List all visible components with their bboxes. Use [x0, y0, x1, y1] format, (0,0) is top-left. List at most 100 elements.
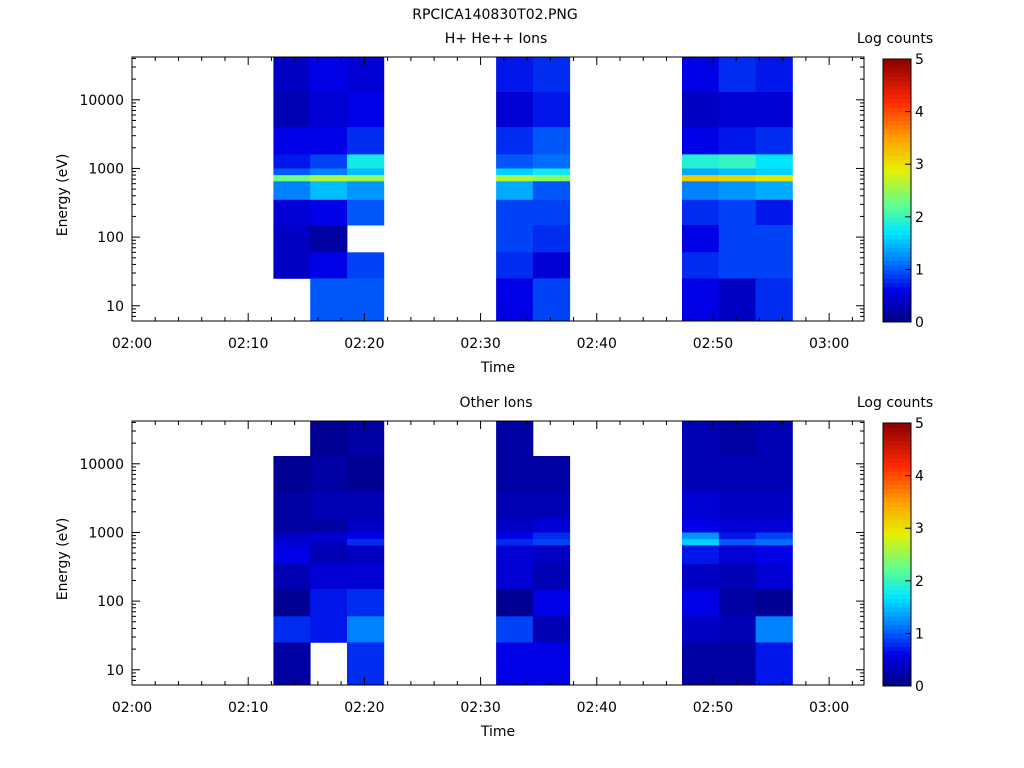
x-tick-label: 02:30	[460, 700, 500, 716]
heatmap-cell	[532, 168, 571, 176]
y-tick-label: 100	[97, 230, 124, 246]
colorbar-segment	[883, 607, 911, 612]
heatmap-cell	[682, 175, 720, 182]
heatmap-cell	[532, 491, 571, 519]
heatmap-cell	[532, 616, 571, 643]
heatmap-cell	[718, 589, 756, 617]
colorbar-segment	[883, 181, 911, 187]
colorbar-segment	[883, 449, 911, 455]
heatmap-cell	[755, 92, 793, 128]
panel-title: Other Ions	[459, 395, 532, 411]
heatmap-cell	[273, 491, 311, 519]
heatmap-cell	[496, 642, 534, 686]
heatmap-cell	[718, 92, 756, 128]
heatmap-cell	[310, 154, 348, 169]
heatmap-cell	[347, 421, 385, 457]
heatmap-cell	[347, 181, 385, 201]
colorbar-segment	[883, 238, 911, 244]
heatmap-cell	[273, 92, 311, 128]
heatmap-cell	[496, 181, 534, 201]
heatmap-cell	[532, 532, 571, 540]
colorbar-segment	[883, 567, 911, 573]
heatmap-cell	[755, 532, 793, 540]
colorbar-segment	[883, 102, 911, 108]
colorbar-segment	[883, 308, 911, 314]
colorbar-segment	[883, 633, 911, 639]
colorbar-segment	[883, 137, 911, 143]
y-tick-label: 10	[106, 663, 124, 679]
x-tick-label: 03:00	[809, 700, 849, 716]
y-axis-label: Energy (eV)	[55, 518, 71, 601]
colorbar-segment	[883, 681, 911, 687]
heatmap-cell	[532, 545, 571, 565]
heatmap-cell	[682, 545, 720, 565]
heatmap-cell	[273, 642, 311, 686]
colorbar-segment	[883, 506, 911, 512]
heatmap-cell	[532, 252, 571, 279]
heatmap-cell	[496, 225, 534, 253]
colorbar-tick-label: 0	[915, 315, 924, 331]
heatmap-cell	[532, 278, 571, 322]
x-tick-label: 02:20	[344, 700, 384, 716]
x-tick-label: 02:50	[693, 336, 733, 352]
heatmap-cell	[718, 545, 756, 565]
heatmap-cell	[273, 168, 311, 176]
colorbar-segment	[883, 155, 911, 161]
heatmap-cell	[755, 181, 793, 201]
colorbar-tick-label: 0	[915, 679, 924, 695]
heatmap-cell	[496, 589, 534, 617]
heatmap-cell	[532, 589, 571, 617]
heatmap-cell	[532, 127, 571, 155]
heatmap-cell	[755, 127, 793, 155]
colorbar-segment	[883, 672, 911, 678]
heatmap-cell	[532, 225, 571, 253]
heatmap-cell	[755, 57, 793, 93]
heatmap-cell	[718, 127, 756, 155]
heatmap-cell	[755, 539, 793, 546]
y-tick-label: 10	[106, 299, 124, 315]
heatmap-cell	[718, 532, 756, 540]
x-tick-label: 02:40	[577, 700, 617, 716]
heatmap-cell	[718, 616, 756, 643]
heatmap-cell	[347, 127, 385, 155]
colorbar-tick-label: 2	[915, 574, 924, 590]
colorbar-tick-label: 3	[915, 157, 924, 173]
colorbar-segment	[883, 243, 911, 248]
colorbar-segment	[883, 98, 911, 104]
heatmap-cell	[682, 199, 720, 226]
heatmap-cell	[273, 589, 311, 617]
heatmap-cell	[755, 278, 793, 322]
colorbar-segment	[883, 120, 911, 126]
colorbar-segment	[883, 677, 911, 683]
heatmap-cell	[755, 175, 793, 182]
heatmap-cell	[273, 199, 311, 226]
heatmap-cell	[496, 518, 534, 533]
heatmap-cell	[532, 539, 571, 546]
heatmap-cell	[682, 421, 720, 457]
heatmap-cell	[718, 252, 756, 279]
heatmap-cell	[682, 92, 720, 128]
heatmap-cell	[755, 616, 793, 643]
colorbar-tick-label: 1	[915, 262, 924, 278]
colorbar-segment	[883, 172, 911, 178]
heatmap-cell	[682, 642, 720, 686]
colorbar-segment	[883, 466, 911, 472]
heatmap-cell	[682, 181, 720, 201]
colorbar-segment	[883, 593, 911, 599]
colorbar-segment	[883, 501, 911, 507]
colorbar-segment	[883, 558, 911, 564]
heatmap-cell	[347, 491, 385, 519]
colorbar-segment	[883, 611, 911, 617]
heatmap-cell	[496, 616, 534, 643]
heatmap-cell	[682, 532, 720, 540]
figure-title: RPCICA140830T02.PNG	[412, 7, 577, 23]
heatmap-cell	[718, 225, 756, 253]
heatmap-cell	[532, 456, 571, 492]
heatmap-cell	[496, 168, 534, 176]
colorbar-segment	[883, 203, 911, 209]
heatmap-cell	[496, 491, 534, 519]
colorbar-segment	[883, 427, 911, 433]
heatmap-cell	[310, 199, 348, 226]
colorbar-segment	[883, 85, 911, 91]
